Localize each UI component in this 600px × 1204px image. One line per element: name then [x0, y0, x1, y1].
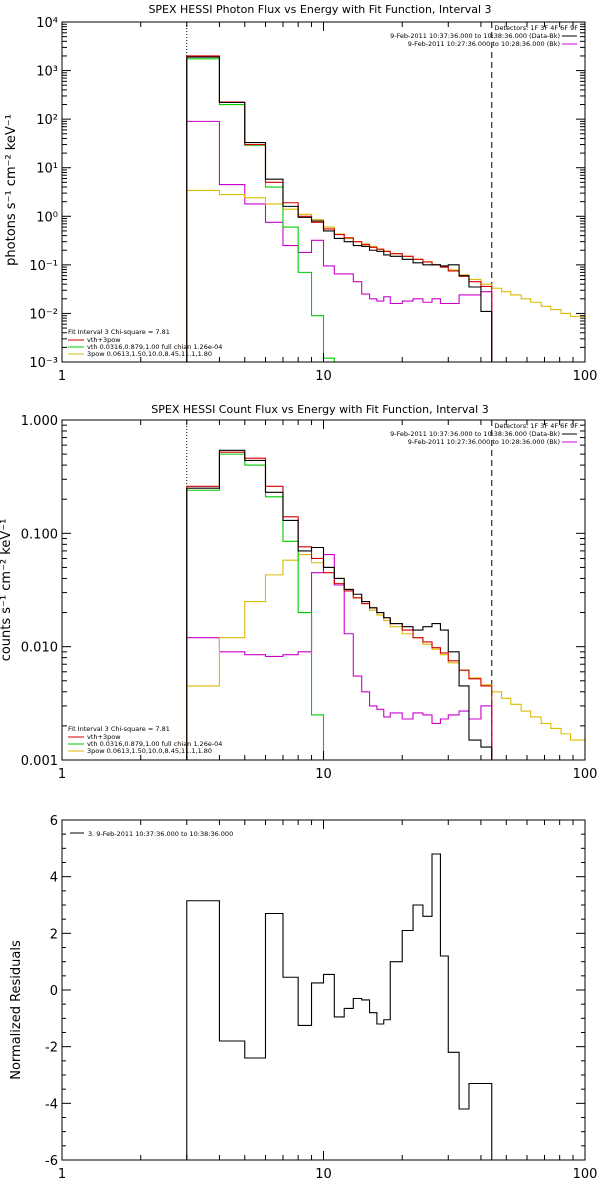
photon-fit-header: Fit Interval 3 Chi-square = 7.81 [68, 328, 170, 336]
photon-legend-data-label: 9-Feb-2011 10:37:36.000 to 10:38:36.000 … [390, 32, 560, 40]
photon-flux-xtick-label: 1 [58, 369, 66, 384]
photon-flux-title: SPEX HESSI Photon Flux vs Energy with Fi… [148, 3, 491, 16]
residuals-plot: 1 10 100 -6 -4 -2 0 2 4 6 [45, 814, 597, 1182]
residuals-axes-frame [61, 819, 586, 1161]
photon-fit-3pow-label: 3pow 0.0613,1.50,10.0,8.45,11.1,1.80 [87, 350, 212, 358]
photon-fit-vth-label: vth 0.0316,0.879,1.00 full chian 1.26e-0… [87, 343, 222, 351]
count-fit-vth-label: vth 0.0316,0.879,1.00 full chian 1.26e-0… [87, 740, 222, 748]
residuals-ylabel: Normalized Residuals [9, 940, 24, 1080]
photon-flux-ytick-label: 10¹ [36, 162, 58, 177]
photon-flux-plot: 1 10 100 10⁻³ 10⁻² 10⁻¹ 10⁰ 10¹ 10² 10³ 10⁴ [29, 16, 597, 384]
residuals-panel: Normalized Residuals 3. 9-Feb-2011 10:37… [9, 830, 233, 1080]
count-flux-series-total [186, 451, 493, 760]
residuals-ytick-label: 4 [50, 871, 58, 886]
photon-flux-axes-frame [61, 21, 586, 363]
count-flux-ylabel: counts s⁻¹ cm⁻² keV⁻¹ [0, 519, 14, 662]
photon-flux-panel: SPEX HESSI Photon Flux vs Energy with Fi… [4, 3, 578, 358]
count-flux-series-vth [186, 453, 325, 760]
photon-fit-total-label: vth+3pow [87, 336, 121, 344]
photon-flux-series-3pow [186, 189, 585, 362]
photon-legend-bk-label: 9-Feb-2011 10:27:36.000 to 10:28:36.000 … [408, 40, 560, 48]
residuals-series-residuals [186, 853, 493, 1160]
residuals-ytick-label: -2 [45, 1041, 58, 1056]
count-flux-series-data [186, 449, 493, 760]
count-legend-bk-label: 9-Feb-2011 10:27:36.000 to 10:28:36.000 … [408, 438, 560, 446]
residuals-legend-label: 3. 9-Feb-2011 10:37:36.000 to 10:38:36.0… [88, 830, 233, 838]
residuals-ytick-label: 2 [50, 927, 58, 942]
count-flux-ytick-label: 0.100 [21, 527, 58, 542]
count-flux-xtick-label: 1 [58, 767, 66, 782]
photon-flux-ylabel: photons s⁻¹ cm⁻² keV⁻¹ [4, 114, 19, 266]
residuals-ytick-label: 6 [50, 814, 58, 829]
photon-flux-ytick-label: 10⁴ [36, 16, 58, 31]
photon-flux-series-data [186, 56, 493, 362]
count-fit-total-label: vth+3pow [87, 733, 121, 741]
count-flux-series-3pow [186, 553, 585, 760]
count-flux-title: SPEX HESSI Count Flux vs Energy with Fit… [151, 403, 488, 416]
count-flux-ytick-label: 0.001 [21, 754, 58, 769]
count-flux-plot: 1 10 100 0.001 0.010 0.100 1.000 [21, 414, 598, 782]
photon-flux-xtick-label: 10 [315, 369, 332, 384]
residuals-xtick-label: 10 [315, 1167, 332, 1182]
count-flux-axes-frame [61, 419, 586, 761]
residuals-ytick-label: -6 [45, 1154, 58, 1169]
photon-flux-ytick-label: 10⁻³ [29, 356, 58, 371]
count-flux-ytick-label: 1.000 [21, 414, 58, 429]
photon-flux-ytick-label: 10⁰ [36, 210, 58, 225]
photon-flux-series-vth [186, 58, 335, 362]
photon-flux-xtick-label: 100 [573, 369, 598, 384]
photon-detectors-text: Detectors: 1F 3F 4F 6F 9F [494, 24, 578, 32]
count-flux-ytick-label: 0.010 [21, 641, 58, 656]
photon-flux-ytick-label: 10⁻¹ [29, 259, 58, 274]
photon-flux-ytick-label: 10² [36, 113, 58, 128]
residuals-xtick-label: 1 [58, 1167, 66, 1182]
photon-flux-series-bk [186, 120, 493, 362]
residuals-ytick-label: -4 [45, 1097, 58, 1112]
count-flux-xtick-label: 100 [573, 767, 598, 782]
count-detectors-text: Detectors: 1F 3F 4F 6F 9F [494, 422, 578, 430]
count-flux-series-bk [186, 553, 493, 760]
photon-flux-ytick-label: 10⁻² [29, 307, 58, 322]
residuals-ytick-label: 0 [50, 984, 58, 999]
residuals-xtick-label: 100 [573, 1167, 598, 1182]
count-fit-header: Fit Interval 3 Chi-square = 7.81 [68, 725, 170, 733]
count-flux-panel: SPEX HESSI Count Flux vs Energy with Fit… [0, 403, 578, 755]
photon-flux-ytick-label: 10³ [36, 65, 58, 80]
count-legend-data-label: 9-Feb-2011 10:37:36.000 to 10:38:36.000 … [390, 430, 560, 438]
count-flux-xtick-label: 10 [315, 767, 332, 782]
count-fit-3pow-label: 3pow 0.0613,1.50,10.0,8.45,11.1,1.80 [87, 747, 212, 755]
